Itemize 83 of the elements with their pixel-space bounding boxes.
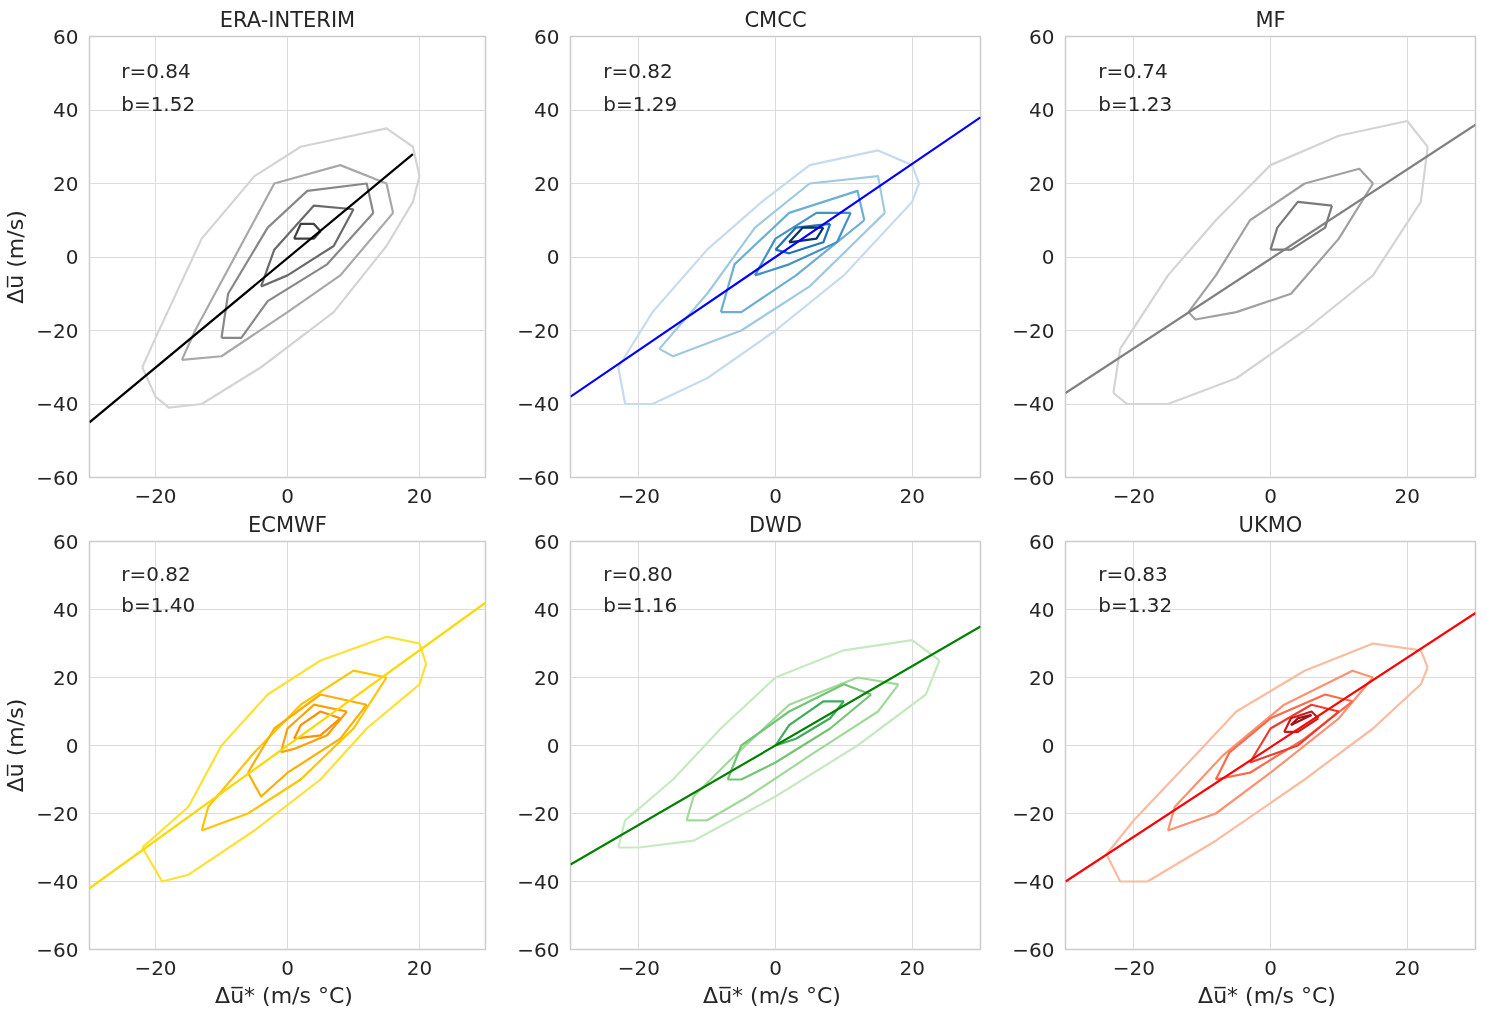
annotation: b=1.52 [121,91,196,116]
y-tick-label: −40 [36,392,79,416]
y-tick-label: 0 [546,733,560,758]
y-tick-label: −20 [1012,801,1055,826]
x-tick-label: 0 [1264,955,1277,980]
y-tick-label: 60 [53,24,79,49]
x-tick-label: −20 [617,483,660,508]
y-tick-label: −60 [517,465,560,490]
y-tick-label: −60 [1012,465,1055,490]
x-tick-label: −20 [1112,955,1155,980]
y-tick-label: 20 [53,171,79,196]
annotation: b=1.32 [1098,592,1173,617]
annotation: b=1.29 [603,91,678,116]
y-tick-label: 60 [534,529,560,554]
annotation: r=0.83 [1098,561,1168,586]
y-tick-label: 0 [65,245,79,269]
y-tick-label: 0 [546,245,560,269]
y-tick-label: −20 [36,318,79,343]
chart-title: ERA-INTERIM [219,7,356,32]
y-tick-label: 0 [1041,733,1055,758]
x-tick-label: 0 [769,955,782,980]
y-tick-label: 60 [534,24,560,49]
annotation: r=0.82 [121,561,191,586]
chart-title: ECMWF [248,512,327,537]
chart-title: DWD [748,512,803,537]
y-tick-label: 20 [534,665,560,690]
y-tick-label: 60 [53,529,79,554]
y-axis-title: Δu̅ (m/s) [3,698,29,793]
x-tick-label: −20 [134,955,177,980]
y-tick-label: −40 [1012,869,1055,894]
y-tick-label: −20 [1012,318,1055,343]
y-tick-label: 20 [1029,171,1055,196]
y-tick-label: 20 [53,665,79,690]
y-tick-label: 60 [1029,24,1055,49]
annotation: r=0.84 [121,58,191,83]
y-tick-label: −40 [1012,392,1055,416]
y-tick-label: −20 [517,801,560,826]
y-tick-label: −60 [517,937,560,962]
y-axis-title: Δu̅ (m/s) [3,210,29,304]
x-tick-label: 20 [1394,483,1420,508]
x-tick-label: 20 [1394,955,1420,980]
x-tick-label: 0 [769,483,782,508]
x-tick-label: 20 [899,483,925,508]
x-tick-label: 0 [281,955,294,980]
x-axis-title: Δu̅* (m/s °C) [1198,982,1336,1008]
x-tick-label: −20 [134,483,177,508]
x-tick-label: 0 [1264,483,1277,508]
y-tick-label: 20 [534,171,560,196]
y-tick-label: 40 [534,98,560,122]
chart-title: CMCC [744,7,807,32]
x-axis-title: Δu̅* (m/s °C) [215,982,353,1008]
y-tick-label: 0 [65,733,79,758]
x-tick-label: 20 [406,955,433,980]
annotation: r=0.80 [603,561,673,586]
y-tick-label: −60 [1012,937,1055,962]
y-tick-label: 40 [1029,597,1055,622]
chart-title: UKMO [1238,512,1303,537]
y-tick-label: −60 [36,465,79,490]
y-tick-label: 60 [1029,529,1055,554]
annotation: b=1.16 [603,592,678,617]
x-tick-label: 20 [899,955,925,980]
x-tick-label: 0 [281,483,294,508]
annotation: r=0.74 [1098,58,1168,83]
chart-title: MF [1255,7,1286,32]
x-tick-label: −20 [617,955,660,980]
y-tick-label: −40 [36,869,79,894]
annotation: b=1.40 [121,592,196,617]
y-tick-label: −20 [517,318,560,343]
y-tick-label: 40 [534,597,560,622]
x-tick-label: −20 [1112,483,1155,508]
y-tick-label: −60 [36,937,79,962]
annotation: r=0.82 [603,58,673,83]
y-tick-label: −20 [36,801,79,826]
y-tick-label: 40 [1029,98,1055,122]
y-tick-label: 0 [1041,245,1055,269]
x-tick-label: 20 [406,483,433,508]
y-tick-label: 20 [1029,665,1055,690]
x-axis-title: Δu̅* (m/s °C) [703,982,841,1008]
y-tick-label: −40 [517,392,560,416]
annotation: b=1.23 [1098,91,1173,116]
y-tick-label: 40 [53,98,79,122]
y-tick-label: 40 [53,597,79,622]
y-tick-label: −40 [517,869,560,894]
